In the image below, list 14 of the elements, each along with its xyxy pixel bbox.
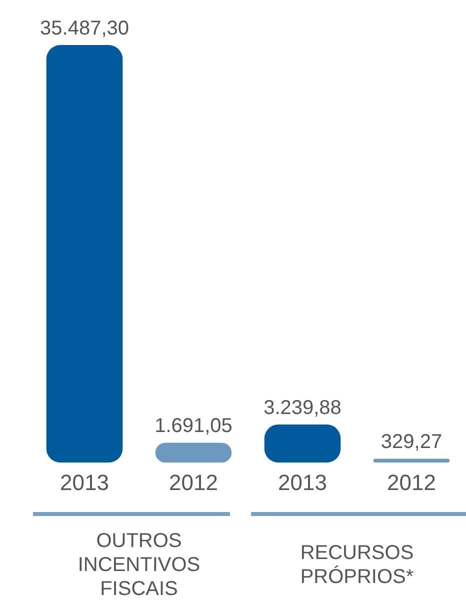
x-tick-label: 2012 [169,470,218,495]
text: OUTROS INCENTIVOS FISCAIS [76,529,202,602]
data-label: 329,27 [380,431,442,454]
text: RECURSOS PRÓPRIOS* [299,541,415,590]
data-label: 1.691,05 [154,415,232,438]
bar [264,424,341,463]
x-tick-label: 2013 [278,470,327,495]
bar [46,45,123,463]
bar [373,458,450,463]
x-tick-label: 2013 [60,470,109,495]
x-tick-label: 2012 [387,470,436,495]
bar [155,442,232,463]
data-label: 35.487,30 [40,18,129,40]
data-label: 3.239,88 [264,396,342,419]
